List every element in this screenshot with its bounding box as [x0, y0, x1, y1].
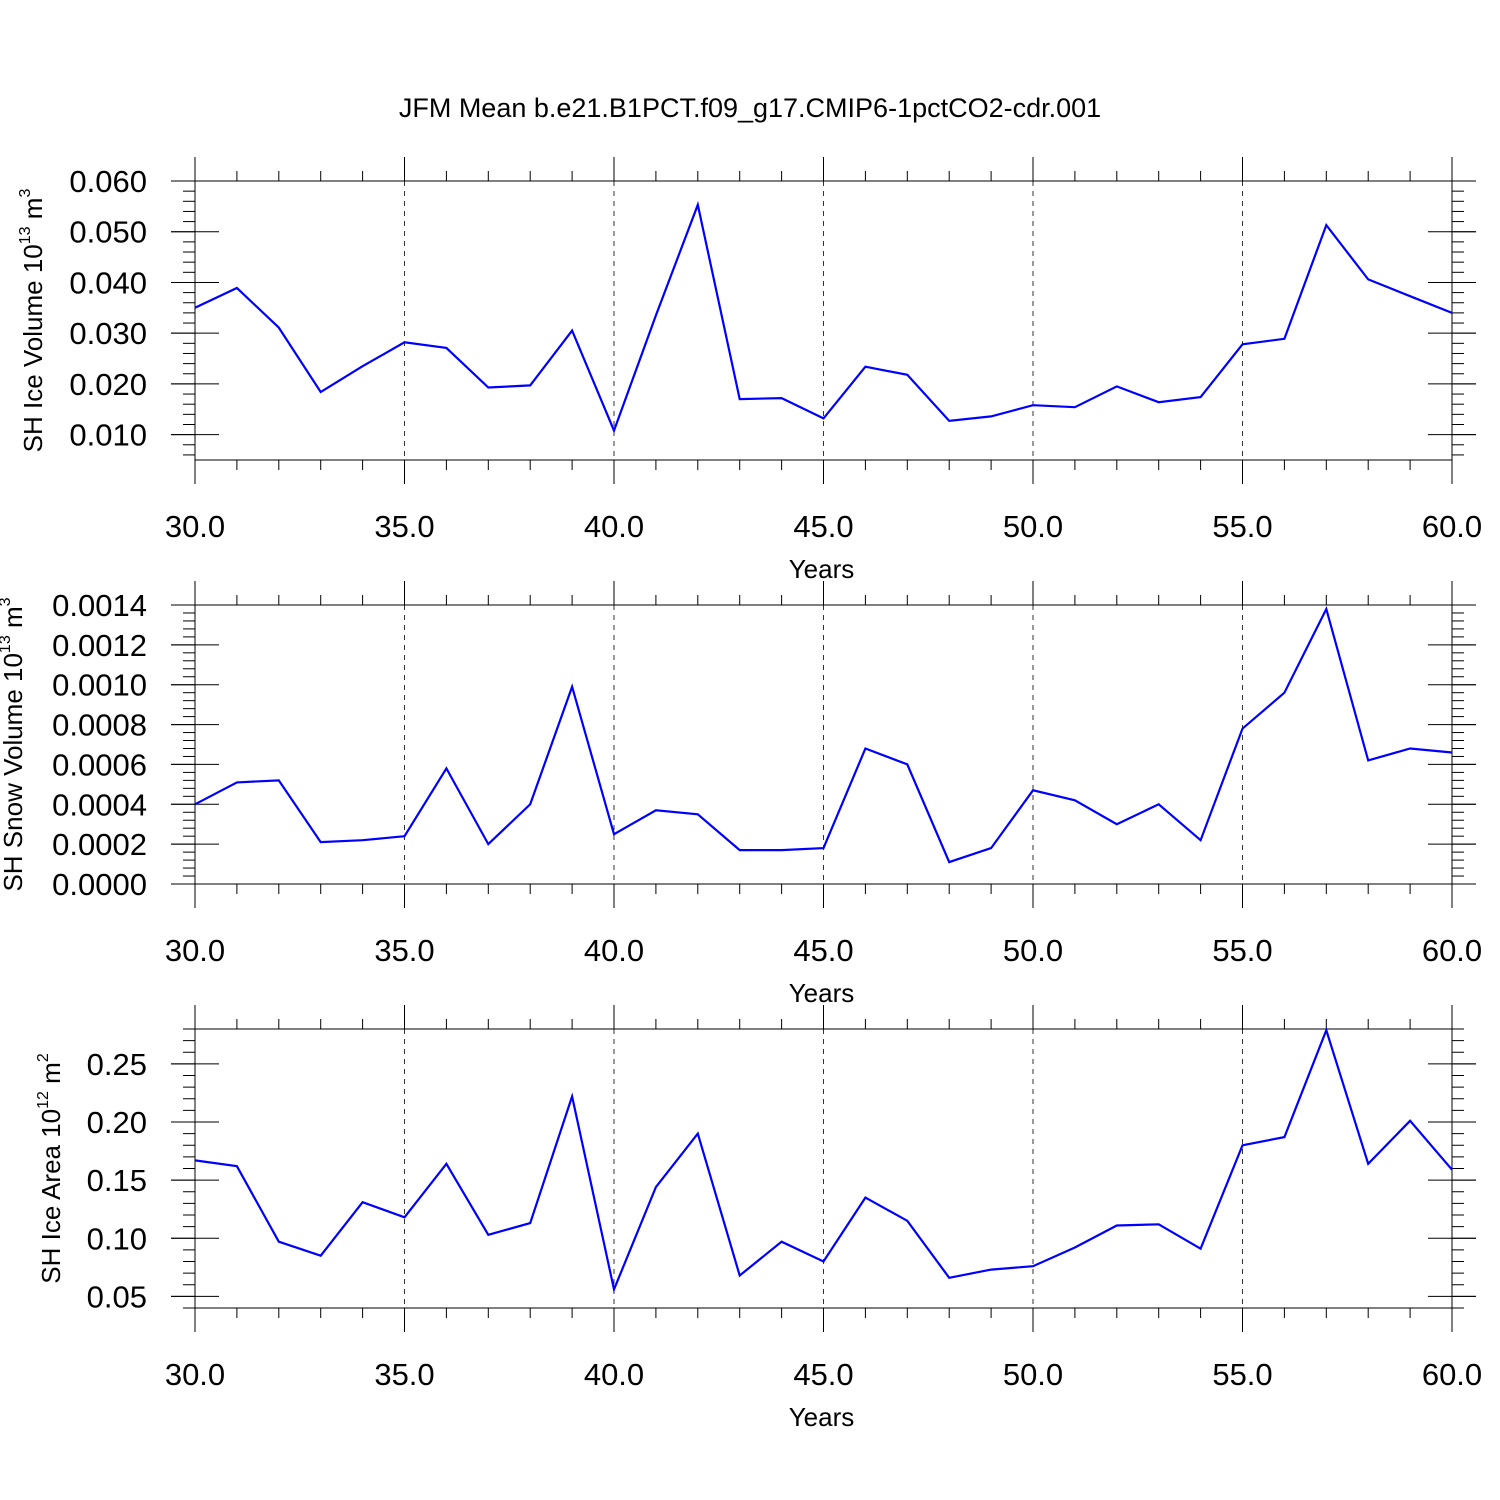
- x-tick-label: 40.0: [584, 1357, 644, 1392]
- y-axis-label-unit-exponent: 2: [35, 1053, 52, 1062]
- x-tick-label: 40.0: [584, 933, 644, 968]
- x-axis-label: Years: [789, 1402, 855, 1432]
- x-tick-label: 30.0: [165, 509, 225, 544]
- figure-title: JFM Mean b.e21.B1PCT.f09_g17.CMIP6-1pctC…: [399, 93, 1101, 123]
- chart-panel-1: 0.010 0.020 0.030 0.040 0.050 0.060 30.0 35.0 40…: [17, 157, 1482, 584]
- y-tick-label: 0.05: [87, 1279, 147, 1314]
- y-tick-label: 0.0014: [52, 588, 147, 623]
- y-tick-label: 0.0008: [52, 708, 147, 743]
- y-tick-label: 0.0000: [52, 867, 147, 902]
- y-axis-label-exponent: 13: [0, 635, 14, 653]
- y-axis-label-unit-exponent: 3: [17, 189, 34, 198]
- y-tick-label: 0.10: [87, 1221, 147, 1256]
- x-tick-label: 55.0: [1212, 933, 1272, 968]
- chart-panel-3: 0.05 0.10 0.15 0.20 0.25 30.0 35.0 40.0 45.0 50.0…: [35, 1005, 1482, 1432]
- x-tick-label: 60.0: [1422, 933, 1482, 968]
- y-axis-label-text: SH Ice Area 10: [36, 1109, 66, 1284]
- x-tick-label: 60.0: [1422, 509, 1482, 544]
- y-tick-label: 0.010: [69, 418, 147, 453]
- y-axis-label-exponent: 12: [35, 1091, 52, 1109]
- y-axis-label-unit-exponent: 3: [0, 597, 14, 606]
- x-tick-label: 30.0: [165, 933, 225, 968]
- x-tick-label: 60.0: [1422, 1357, 1482, 1392]
- x-tick-label: 50.0: [1003, 509, 1063, 544]
- y-axis-label-unit: m: [0, 606, 28, 635]
- y-tick-label: 0.050: [69, 215, 147, 250]
- y-axis-label-unit: m: [18, 198, 48, 227]
- x-tick-label: 30.0: [165, 1357, 225, 1392]
- y-tick-label: 0.25: [87, 1047, 147, 1082]
- y-axis-label-text: SH Snow Volume 10: [0, 653, 28, 891]
- x-axis-label: Years: [789, 554, 855, 584]
- x-tick-label: 45.0: [793, 509, 853, 544]
- y-tick-label: 0.0006: [52, 747, 147, 782]
- x-tick-label: 50.0: [1003, 1357, 1063, 1392]
- y-tick-label: 0.0004: [52, 787, 147, 822]
- x-tick-label: 50.0: [1003, 933, 1063, 968]
- x-tick-label: 40.0: [584, 509, 644, 544]
- y-tick-label: 0.020: [69, 367, 147, 402]
- x-tick-label: 35.0: [374, 509, 434, 544]
- y-tick-label: 0.060: [69, 164, 147, 199]
- y-tick-label: 0.0002: [52, 827, 147, 862]
- y-tick-label: 0.0012: [52, 628, 147, 663]
- panels: 0.010 0.020 0.030 0.040 0.050 0.060 30.0 35.0 40…: [0, 157, 1482, 1432]
- y-tick-label: 0.030: [69, 316, 147, 351]
- y-tick-label: 0.15: [87, 1163, 147, 1198]
- y-axis-label: SH Snow Volume 1013 m3: [0, 597, 28, 891]
- y-axis-label: SH Ice Area 1012 m2: [35, 1053, 66, 1284]
- y-axis-label-text: SH Ice Volume 10: [18, 244, 48, 452]
- x-axis-label: Years: [789, 978, 855, 1008]
- y-axis-label: SH Ice Volume 1013 m3: [17, 189, 48, 453]
- x-tick-label: 45.0: [793, 933, 853, 968]
- y-tick-label: 0.040: [69, 265, 147, 300]
- y-tick-label: 0.0010: [52, 668, 147, 703]
- y-axis-label-exponent: 13: [17, 226, 34, 244]
- y-tick-label: 0.20: [87, 1105, 147, 1140]
- x-tick-label: 35.0: [374, 933, 434, 968]
- x-tick-label: 55.0: [1212, 509, 1272, 544]
- x-tick-label: 35.0: [374, 1357, 434, 1392]
- x-tick-label: 55.0: [1212, 1357, 1272, 1392]
- x-tick-label: 45.0: [793, 1357, 853, 1392]
- chart-panel-2: 0.0000 0.0002 0.0004 0.0006 0.0008 0.0010 0.00…: [0, 581, 1482, 1008]
- data-series-line: [194, 200, 1453, 434]
- y-axis-label-unit: m: [36, 1062, 66, 1091]
